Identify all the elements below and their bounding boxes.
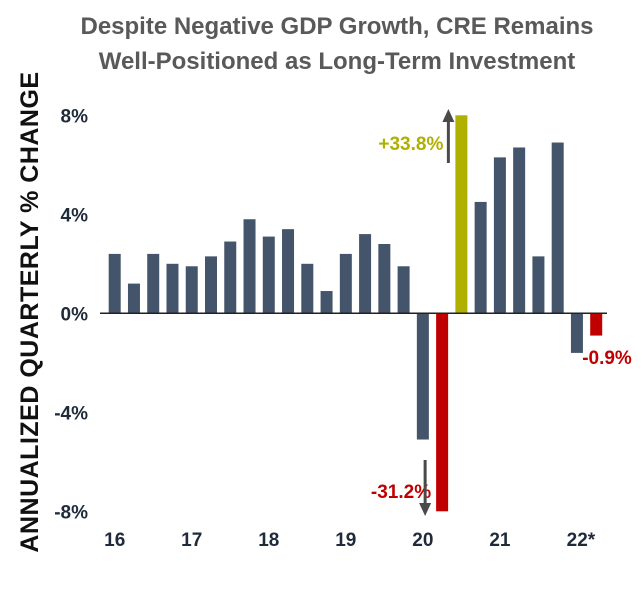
bar [185,266,198,314]
y-axis-label: ANNUALIZED QUARTERLY % CHANGE [16,71,44,552]
y-tick-label: -4% [54,403,88,424]
up-arrow-head-icon [442,109,455,122]
bar [339,253,352,314]
bar [127,283,140,314]
bar [532,256,545,314]
bar [301,263,314,314]
bar [205,256,217,314]
data-label: +33.8% [378,134,443,155]
bar [147,253,160,314]
down-arrow-head-icon [419,503,432,516]
bar [359,234,372,314]
bar [436,313,449,512]
bar [108,253,121,314]
bar [397,266,410,314]
bar [455,115,468,314]
bar [551,142,564,314]
data-label: -0.9% [582,348,632,369]
bar [320,291,333,314]
bar [224,241,237,314]
bar [570,313,583,353]
y-tick-label: 0% [61,304,89,325]
chart-title-line-2: Well-Positioned as Long-Term Investment [99,48,576,75]
bar [513,147,526,314]
bar [493,157,506,314]
x-tick-label: 21 [489,530,511,551]
x-tick-label: 16 [104,530,125,551]
x-tick-label: 17 [181,530,202,551]
bar [166,263,179,314]
bar [416,313,429,440]
y-tick-label: -8% [54,502,88,523]
y-tick-label: 8% [61,106,89,127]
bar [590,313,603,336]
bar [243,219,256,314]
x-tick-label: 18 [258,530,279,551]
bar [282,229,295,314]
chart-title-line-1: Despite Negative GDP Growth, CRE Remains [80,13,593,40]
y-tick-label: 4% [61,205,89,226]
x-tick-label: 20 [412,530,433,551]
x-tick-label: 19 [335,530,356,551]
x-tick-label: 22* [567,530,596,551]
bar [474,201,487,314]
data-label: -31.2% [371,482,431,503]
bar [378,244,391,314]
bar [262,236,275,314]
